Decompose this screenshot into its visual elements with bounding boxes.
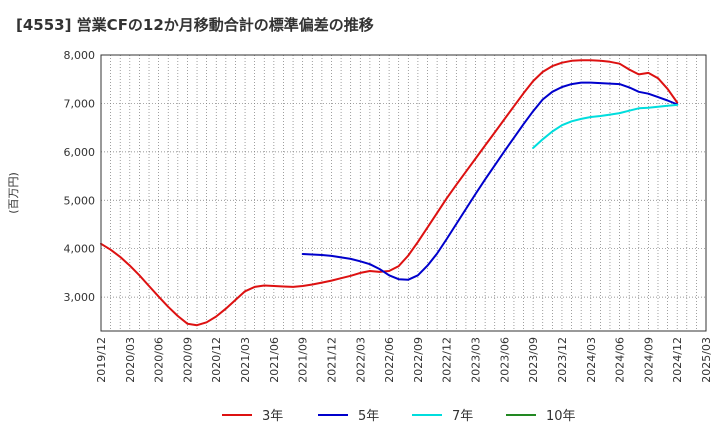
x-tick-label: 2020/03 — [124, 337, 137, 383]
plot-area — [101, 55, 706, 331]
x-tick-label: 2023/06 — [498, 337, 511, 383]
legend-label: 3年 — [262, 409, 283, 424]
legend-item: 5年 — [318, 409, 379, 424]
x-tick-label: 2021/03 — [239, 337, 252, 383]
plot-frame — [100, 54, 707, 332]
x-tick-label: 2021/06 — [268, 337, 281, 383]
x-tick-label: 2022/12 — [441, 337, 454, 383]
x-tick-label: 2021/09 — [297, 337, 310, 383]
y-tick-label: 4,000 — [64, 243, 96, 256]
y-tick-label: 8,000 — [64, 49, 96, 62]
x-tick-label: 2022/03 — [354, 337, 367, 383]
y-tick-label: 3,000 — [64, 291, 96, 304]
series-line — [532, 103, 679, 149]
x-tick-label: 2024/09 — [642, 337, 655, 383]
legend-item: 10年 — [506, 409, 576, 424]
legend-item: 7年 — [412, 409, 473, 424]
x-tick-label: 2019/12 — [95, 337, 108, 383]
chart-title: [4553] 営業CFの12か月移動合計の標準偏差の推移 — [16, 16, 374, 34]
y-tick-label: 7,000 — [64, 97, 96, 110]
legend-item: 3年 — [222, 409, 283, 424]
x-tick-label: 2022/06 — [383, 337, 396, 383]
legend-label: 10年 — [546, 409, 576, 424]
y-tick-label: 5,000 — [64, 194, 96, 207]
legend-label: 5年 — [358, 409, 379, 424]
x-tick-label: 2024/06 — [614, 337, 627, 383]
x-tick-label: 2020/06 — [153, 337, 166, 383]
x-tick-label: 2022/09 — [412, 337, 425, 383]
x-tick-label: 2021/12 — [325, 337, 338, 383]
x-tick-label: 2023/12 — [556, 337, 569, 383]
x-tick-label: 2025/03 — [700, 337, 713, 383]
y-tick-label: 6,000 — [64, 146, 96, 159]
series-line — [100, 59, 679, 327]
series-line — [301, 81, 679, 281]
x-tick-label: 2020/09 — [181, 337, 194, 383]
x-tick-label: 2024/12 — [671, 337, 684, 383]
legend-label: 7年 — [452, 409, 473, 424]
y-axis-label: (百万円) — [7, 172, 20, 214]
x-tick-label: 2023/09 — [527, 337, 540, 383]
x-tick-label: 2020/12 — [210, 337, 223, 383]
x-tick-label: 2023/03 — [470, 337, 483, 383]
x-tick-label: 2024/03 — [585, 337, 598, 383]
